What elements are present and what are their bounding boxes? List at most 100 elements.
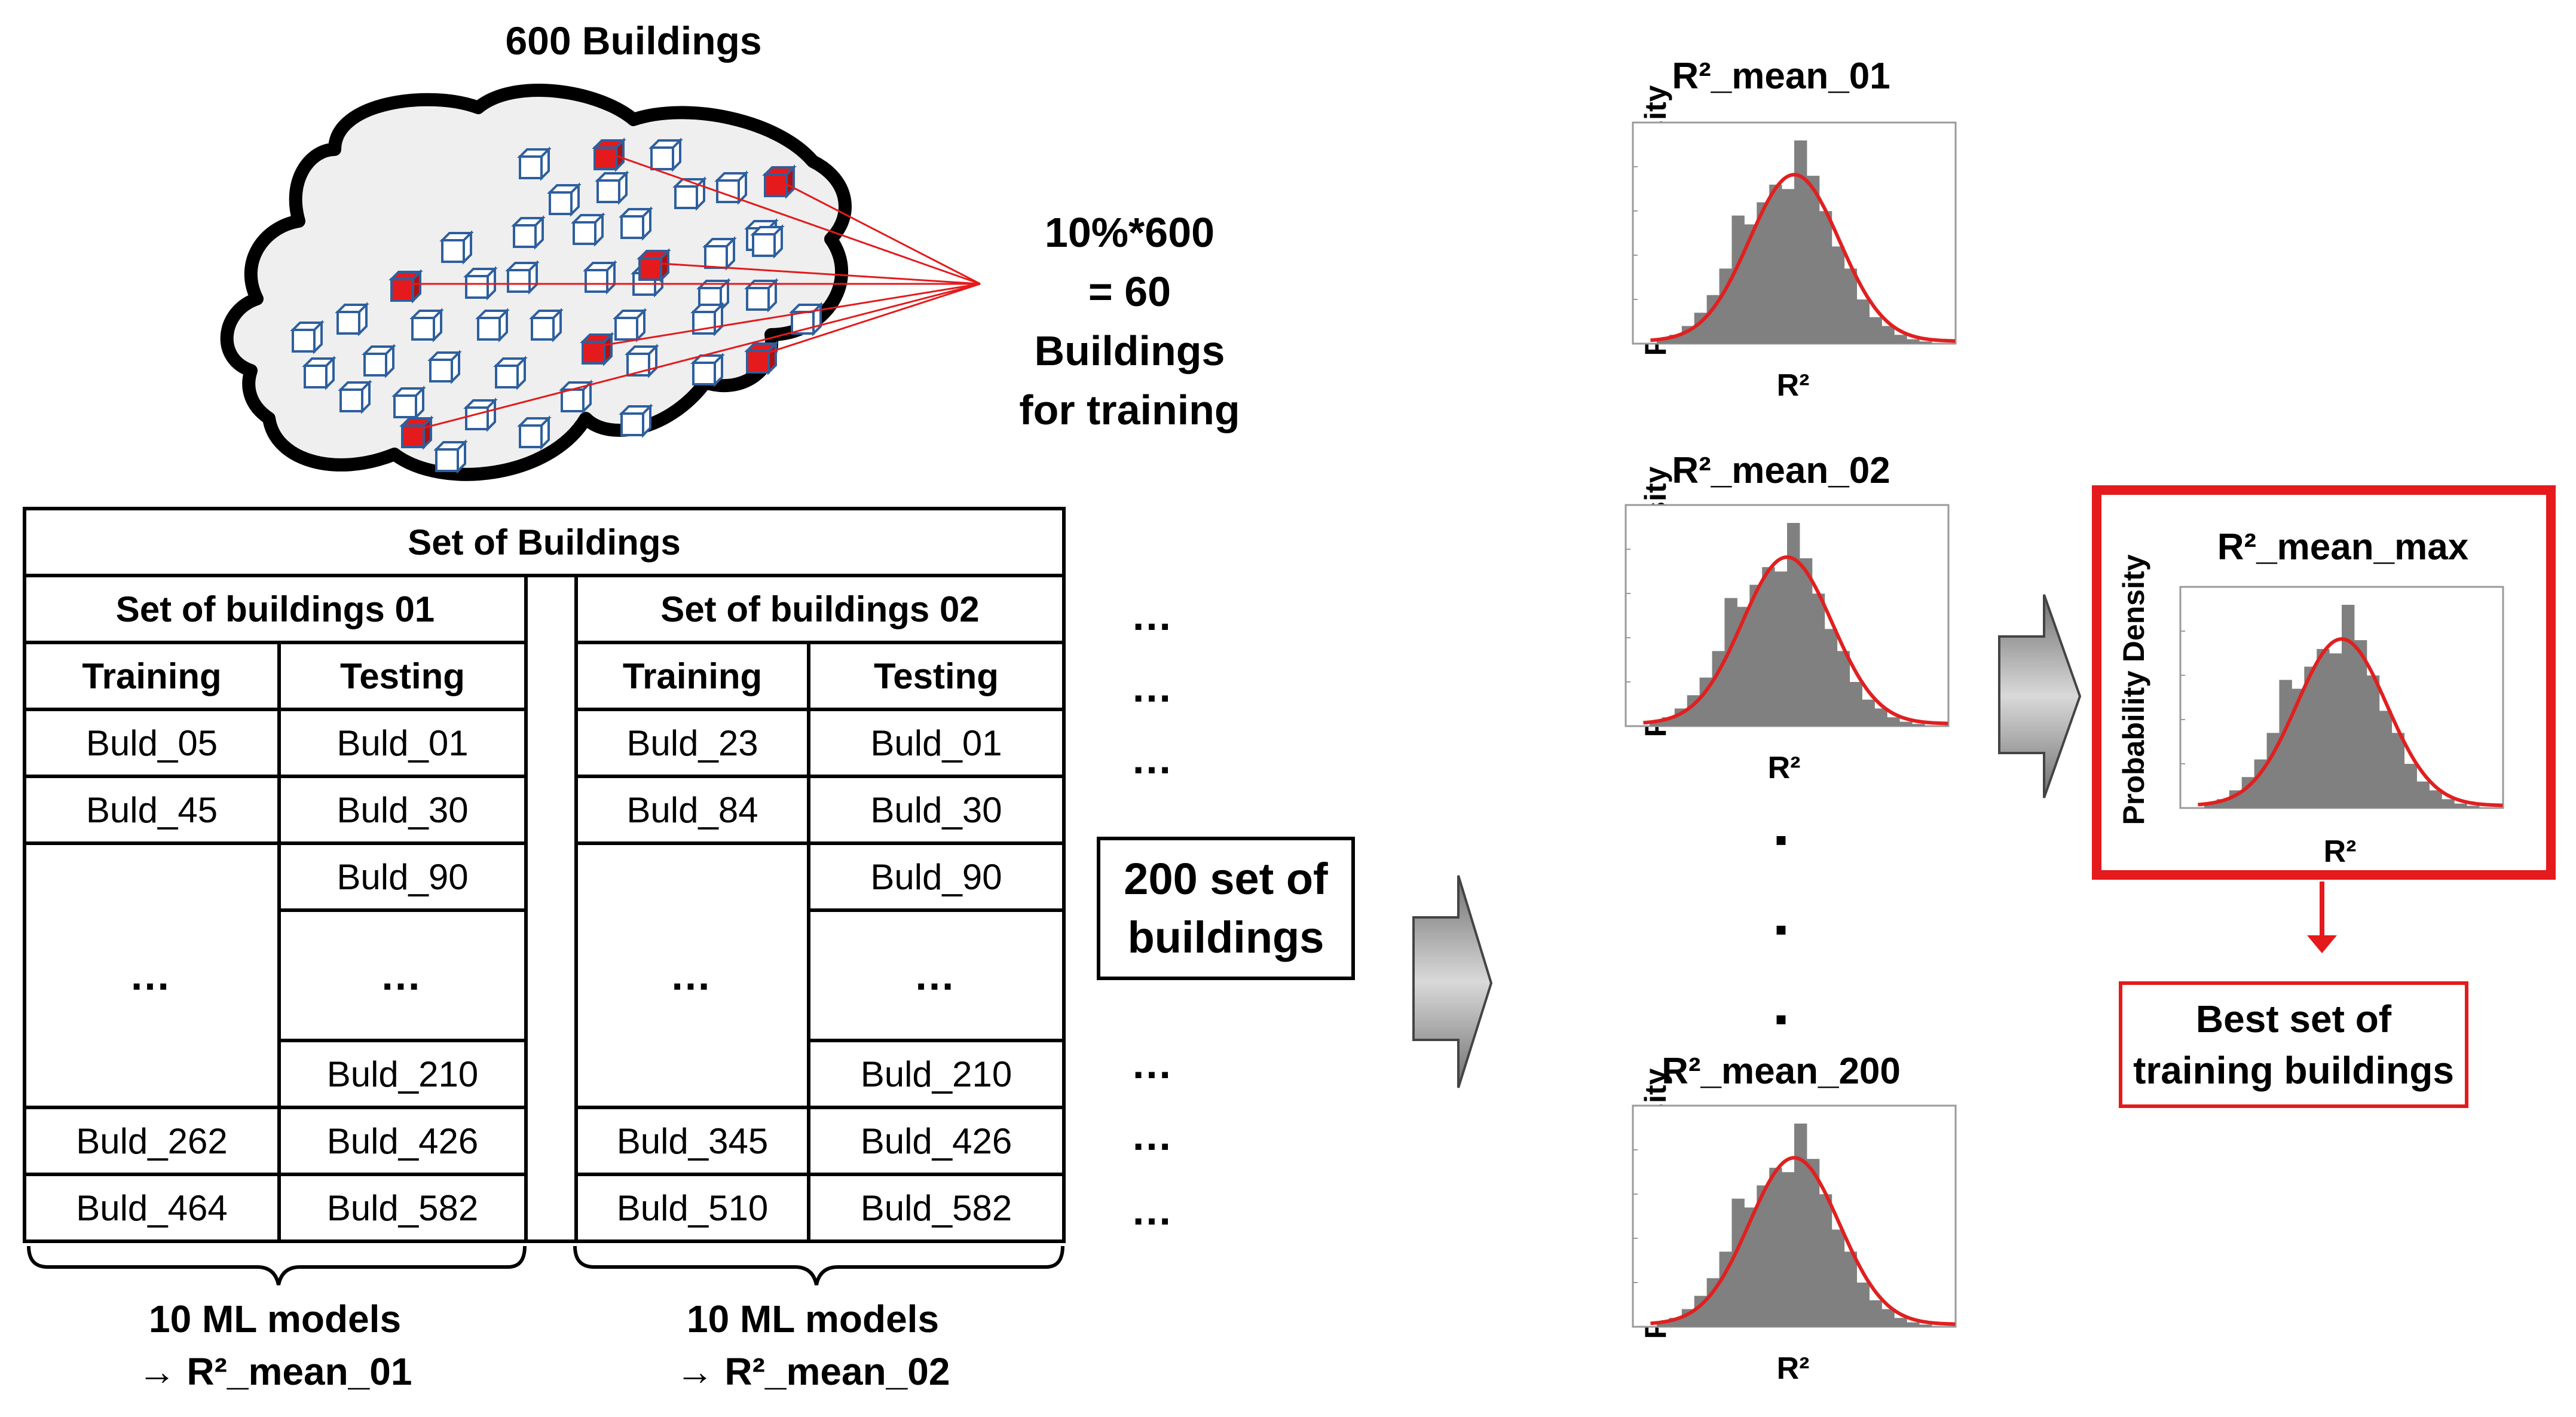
hist200-title: R²_mean_200 — [1662, 1051, 1901, 1092]
histogram-bar — [2416, 781, 2430, 808]
histogram-bar — [2317, 648, 2330, 808]
set02-train-4: Buld_510 — [574, 1173, 810, 1243]
best-set-box: Best set of training buildings — [2119, 981, 2468, 1108]
histogram-bar — [2342, 605, 2355, 808]
histogram-bar — [1744, 1207, 1757, 1327]
histogram-bar — [2391, 733, 2405, 808]
set01-col-testing: Testing — [277, 641, 528, 711]
building-cube — [613, 308, 647, 342]
best-set-line-1: Best set of — [2195, 997, 2392, 1040]
histogram-bar — [2454, 803, 2467, 808]
histogram-bar — [1869, 317, 1882, 344]
cloud-title: 600 Buildings — [505, 19, 762, 63]
histogram-bar — [1812, 593, 1825, 726]
histogram-bar — [1881, 1309, 1895, 1327]
histogram-bar — [1837, 651, 1850, 726]
sampling-ray — [414, 283, 981, 431]
building-cube — [690, 302, 725, 336]
training-building-cube — [762, 164, 797, 199]
histogram-bar — [1819, 1194, 1832, 1327]
sample-text: 10%*600 = 60 Buildings for training — [980, 203, 1279, 440]
training-building-cube — [744, 341, 779, 375]
sample-line-2: = 60 — [1088, 268, 1171, 315]
sample-line-4: for training — [1019, 387, 1240, 433]
building-cube — [517, 415, 552, 450]
continuation-dots-6: … — [1131, 1187, 1176, 1234]
set02-col-testing: Testing — [807, 641, 1066, 711]
building-cube — [427, 350, 462, 384]
set02-test-5: Buld_426 — [807, 1106, 1066, 1176]
histogram-bar — [1782, 189, 1795, 344]
histogram-bar — [1919, 1324, 1932, 1327]
training-building-cube — [637, 248, 671, 283]
normal-fit-curve — [1643, 555, 1948, 726]
building-cube — [631, 263, 665, 298]
set02-test-ellipsis: … — [807, 908, 1066, 1042]
set02-test-4: Buld_210 — [807, 1039, 1066, 1109]
histogram-bar — [1699, 677, 1713, 726]
histogram-bar — [2279, 680, 2292, 808]
histogram-bar — [1919, 341, 1932, 344]
histogram-bar — [1706, 1278, 1720, 1327]
building-cube — [559, 380, 593, 414]
set01-test-ellipsis: … — [277, 908, 528, 1042]
sampling-ray — [776, 178, 981, 285]
set02-test-1: Buld_01 — [807, 708, 1066, 778]
histogram-bar — [2404, 764, 2417, 808]
histogram-bar — [1719, 268, 1732, 344]
histogram-bar — [1887, 717, 1900, 726]
training-building-cube — [580, 332, 614, 366]
set02-test-6: Buld_582 — [807, 1173, 1066, 1243]
histogram-bar — [1731, 1198, 1745, 1327]
set01-train-ellipsis: … — [23, 841, 281, 1109]
building-cube — [362, 344, 396, 378]
set02-result-label: → R²_mean_02 — [675, 1350, 950, 1393]
continuation-dots-1: … — [1131, 592, 1176, 639]
normal-fit-curve — [1650, 1156, 1956, 1326]
hist01-chart — [1632, 121, 1957, 345]
histogram-bar — [2354, 640, 2367, 808]
histogram-bar — [1907, 339, 1920, 344]
hist01-title: R²_mean_01 — [1672, 56, 1890, 97]
building-cube — [517, 146, 552, 181]
set01-test-3: Buld_90 — [277, 841, 528, 912]
histogram-bar — [1894, 335, 1907, 344]
set02-test-2: Buld_30 — [807, 775, 1066, 845]
histogram-bar — [1769, 184, 1782, 344]
histogram-bar — [1657, 339, 1670, 344]
set01-test-6: Buld_582 — [277, 1173, 528, 1243]
building-cube — [391, 385, 426, 420]
building-cube — [750, 224, 785, 259]
histogram-bar — [1806, 176, 1820, 344]
vertical-dot-1: ▪ — [1775, 819, 1788, 859]
histogram-bar — [1899, 721, 1913, 726]
cloud-outline — [220, 84, 852, 481]
histogram-bar — [1706, 295, 1720, 344]
building-cube — [690, 353, 725, 387]
training-building-cube — [399, 415, 434, 450]
building-cube — [696, 278, 731, 313]
sampling-ray — [606, 151, 981, 285]
building-cube — [511, 215, 546, 250]
table-gap-column — [524, 574, 578, 1243]
building-cube — [702, 236, 737, 271]
histogram-bar — [1912, 724, 1925, 726]
histogram-bar — [2379, 711, 2393, 808]
sampling-ray — [594, 283, 981, 348]
histogram-bar — [1769, 1167, 1782, 1327]
set02-train-1: Buld_23 — [574, 708, 810, 778]
set01-train-3: Buld_262 — [23, 1106, 281, 1176]
histogram-bar — [1782, 1172, 1795, 1327]
histogram-bar — [1657, 1322, 1670, 1327]
hist02-xlabel: R² — [1767, 751, 1801, 785]
histogram-bar — [2329, 653, 2342, 808]
building-cube — [744, 278, 779, 313]
best-hist-xlabel: R² — [2323, 834, 2357, 869]
histogram-bar — [1862, 699, 1875, 726]
histogram-bar — [1799, 558, 1813, 726]
set01-models-label: 10 ML models — [148, 1297, 402, 1341]
set01-test-4: Buld_210 — [277, 1039, 528, 1109]
building-cube — [619, 403, 653, 438]
histogram-bar — [1757, 202, 1770, 344]
histogram-bar — [1712, 651, 1725, 726]
